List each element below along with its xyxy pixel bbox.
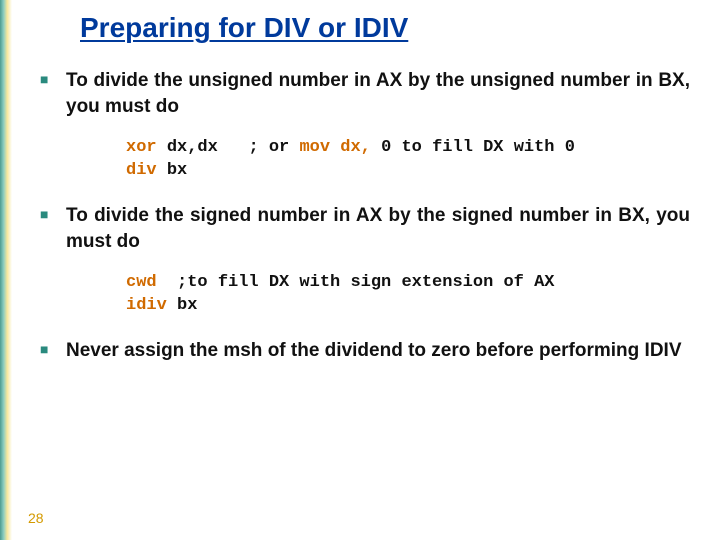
code-kw: mov dx,	[299, 138, 370, 157]
slide-title: Preparing for DIV or IDIV	[80, 12, 408, 44]
code-instr: idiv	[126, 296, 177, 315]
code-gap	[218, 138, 249, 157]
code-block-1: xor dx,dx ; or mov dx, 0 to fill DX with…	[126, 137, 690, 183]
code-instr: div	[126, 161, 167, 180]
code-comment: ; or	[248, 138, 299, 157]
code-instr: cwd	[126, 273, 157, 292]
code-tail: 0 to fill DX with 0	[371, 138, 575, 157]
code-gap	[157, 273, 177, 292]
bullet-text-1: To divide the unsigned number in AX by t…	[66, 70, 690, 117]
code-arg: bx	[167, 161, 187, 180]
bullet-item-1: To divide the unsigned number in AX by t…	[38, 68, 690, 183]
code-comment: ;to fill DX with sign extension of AX	[177, 273, 554, 292]
bullet-text-2: To divide the signed number in AX by the…	[66, 205, 690, 252]
code-block-2: cwd ;to fill DX with sign extension of A…	[126, 272, 690, 318]
bullet-item-2: To divide the signed number in AX by the…	[38, 203, 690, 318]
code-arg: dx,dx	[167, 138, 218, 157]
page-number: 28	[28, 510, 44, 526]
bullet-list: To divide the unsigned number in AX by t…	[38, 68, 690, 364]
code-arg: bx	[177, 296, 197, 315]
slide-content: To divide the unsigned number in AX by t…	[38, 68, 690, 384]
bullet-text-3: Never assign the msh of the dividend to …	[66, 340, 682, 361]
left-gradient-decoration	[0, 0, 12, 540]
bullet-item-3: Never assign the msh of the dividend to …	[38, 338, 690, 364]
code-instr: xor	[126, 138, 167, 157]
